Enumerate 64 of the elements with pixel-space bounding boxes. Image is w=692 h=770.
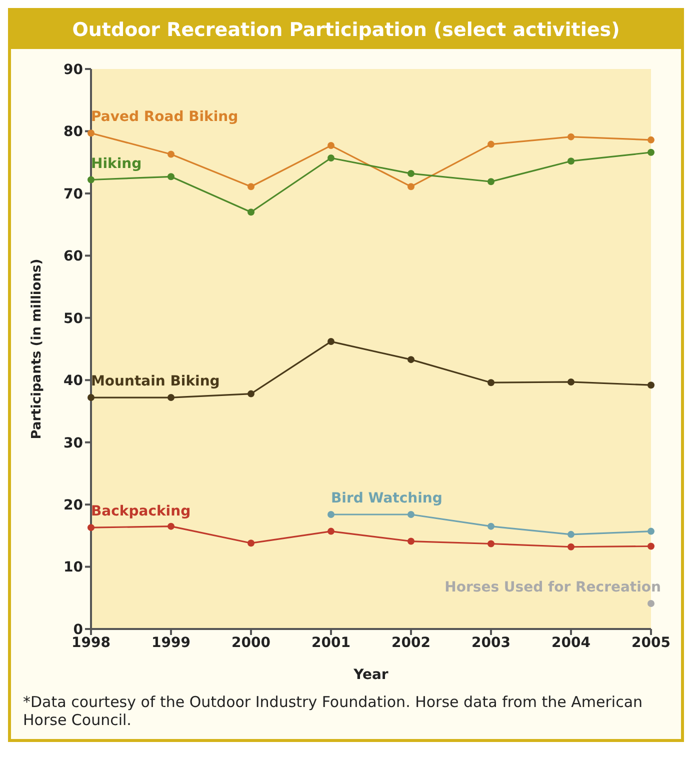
point — [568, 133, 574, 140]
y-tick-label: 20 — [64, 498, 84, 514]
point — [88, 176, 94, 184]
series-label: Horses Used for Recreation — [444, 579, 661, 596]
x-tick-label: 1999 — [152, 634, 190, 651]
point — [408, 538, 414, 545]
y-tick-label: 50 — [64, 310, 84, 327]
y-tick-label: 10 — [64, 560, 84, 576]
y-tick-label: 40 — [64, 373, 84, 390]
y-tick-label: 30 — [64, 435, 84, 452]
point — [568, 378, 574, 386]
point — [488, 379, 494, 386]
series-label: Mountain Biking — [91, 374, 220, 390]
series-label: Paved Road Biking — [91, 109, 238, 126]
point — [568, 158, 574, 165]
x-axis-title: Year — [352, 667, 388, 683]
point — [568, 543, 574, 550]
point — [168, 522, 174, 530]
point — [648, 542, 654, 550]
point — [168, 173, 174, 180]
point — [328, 528, 334, 535]
point — [88, 394, 94, 402]
point — [248, 540, 254, 547]
point — [488, 178, 494, 186]
point — [328, 142, 334, 150]
point — [408, 183, 414, 190]
point — [328, 511, 334, 518]
y-tick-label: 60 — [64, 248, 84, 265]
point — [408, 356, 414, 364]
series-label: Bird Watching — [331, 490, 442, 507]
point — [648, 148, 654, 156]
y-tick-label: 80 — [64, 124, 84, 140]
point — [168, 150, 174, 158]
point — [408, 511, 414, 518]
point — [328, 154, 334, 162]
y-axis-title: Participants (in millions) — [30, 258, 45, 440]
point — [488, 522, 494, 530]
x-tick-label: 2003 — [472, 634, 510, 651]
y-tick-label: 90 — [64, 62, 84, 78]
point — [248, 390, 254, 398]
point — [248, 183, 254, 190]
point — [248, 208, 254, 216]
point — [168, 394, 174, 402]
x-tick-label: 2001 — [312, 634, 350, 651]
point — [648, 600, 654, 607]
x-tick-label: 2004 — [552, 634, 591, 651]
y-tick-label: 70 — [64, 186, 84, 202]
point — [88, 130, 94, 137]
chart-title: Outdoor Recreation Participation (select activities) — [11, 11, 681, 49]
series-label: Hiking — [91, 156, 142, 172]
point — [488, 540, 494, 548]
series-label: Backpacking — [91, 504, 191, 520]
x-tick-label: 2005 — [632, 634, 670, 651]
point — [328, 338, 334, 346]
point — [648, 136, 654, 144]
point — [568, 530, 574, 538]
point — [648, 382, 654, 389]
x-tick-label: 2002 — [392, 634, 430, 651]
point — [408, 170, 414, 178]
point — [648, 528, 654, 535]
point — [488, 140, 494, 148]
x-tick-label: 2000 — [232, 634, 271, 651]
text: *Data courtesy of the Outdoor Industry Foundation. Horse data from the American Horse Council. — [22, 692, 644, 731]
point — [88, 524, 94, 532]
